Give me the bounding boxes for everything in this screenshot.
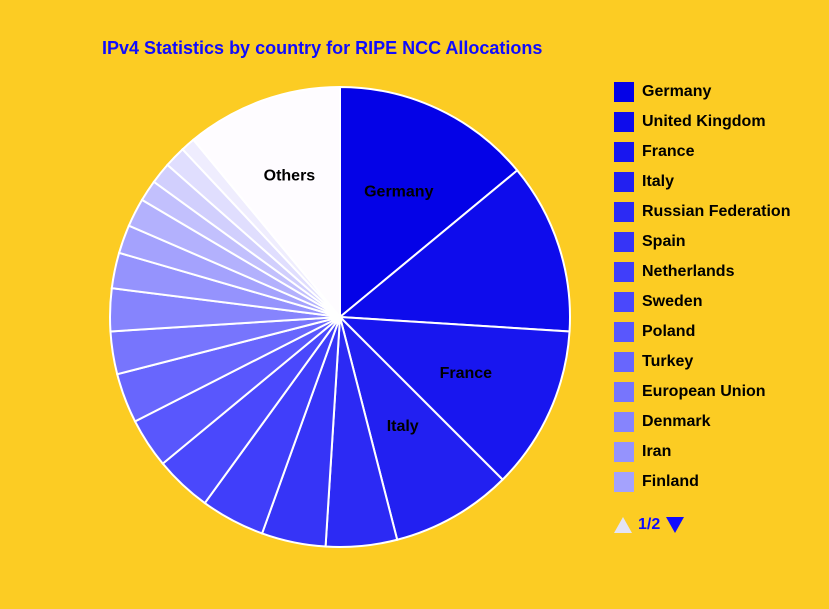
chart-title: IPv4 Statistics by country for RIPE NCC …	[102, 38, 542, 59]
legend-item[interactable]: Spain	[614, 232, 814, 252]
legend-swatch	[614, 322, 634, 342]
legend-item[interactable]: Iran	[614, 442, 814, 462]
legend-swatch	[614, 292, 634, 312]
pie-slice-label: France	[440, 365, 493, 382]
legend-swatch	[614, 112, 634, 132]
legend-item[interactable]: Netherlands	[614, 262, 814, 282]
legend-label: Poland	[642, 323, 695, 341]
legend-label: Turkey	[642, 353, 693, 371]
legend-swatch	[614, 352, 634, 372]
legend-swatch	[614, 382, 634, 402]
legend-label: Sweden	[642, 293, 702, 311]
legend-swatch	[614, 412, 634, 432]
legend-item[interactable]: France	[614, 142, 814, 162]
legend-swatch	[614, 262, 634, 282]
pie-chart: Germany France Italy Others	[105, 82, 575, 552]
legend-item[interactable]: Turkey	[614, 352, 814, 372]
legend-label: Finland	[642, 473, 699, 491]
legend-item[interactable]: European Union	[614, 382, 814, 402]
legend-label: Italy	[642, 173, 674, 191]
legend-label: European Union	[642, 383, 766, 401]
pie-slice-label: Others	[264, 168, 316, 185]
legend-swatch	[614, 232, 634, 252]
legend-item[interactable]: Italy	[614, 172, 814, 192]
legend-item[interactable]: United Kingdom	[614, 112, 814, 132]
legend-label: United Kingdom	[642, 113, 766, 131]
legend-label: Spain	[642, 233, 686, 251]
pager-text: 1/2	[638, 516, 660, 534]
legend-item[interactable]: Poland	[614, 322, 814, 342]
legend-swatch	[614, 202, 634, 222]
pie-slice-label: Italy	[387, 418, 419, 435]
legend-item[interactable]: Russian Federation	[614, 202, 814, 222]
legend-swatch	[614, 472, 634, 492]
legend-swatch	[614, 442, 634, 462]
legend-item[interactable]: Germany	[614, 82, 814, 102]
legend-swatch	[614, 142, 634, 162]
pager: 1/2	[614, 516, 684, 534]
legend-swatch	[614, 82, 634, 102]
legend-label: Netherlands	[642, 263, 734, 281]
legend-item[interactable]: Sweden	[614, 292, 814, 312]
legend-label: Iran	[642, 443, 671, 461]
pie-slice-label: Germany	[364, 183, 433, 200]
legend-swatch	[614, 172, 634, 192]
legend-item[interactable]: Finland	[614, 472, 814, 492]
pager-next-icon[interactable]	[666, 517, 684, 533]
pager-prev-icon[interactable]	[614, 517, 632, 533]
legend: Germany United Kingdom France Italy Russian …	[614, 82, 814, 502]
legend-label: Germany	[642, 83, 711, 101]
legend-label: Denmark	[642, 413, 710, 431]
legend-label: Russian Federation	[642, 203, 790, 221]
legend-label: France	[642, 143, 694, 161]
legend-item[interactable]: Denmark	[614, 412, 814, 432]
